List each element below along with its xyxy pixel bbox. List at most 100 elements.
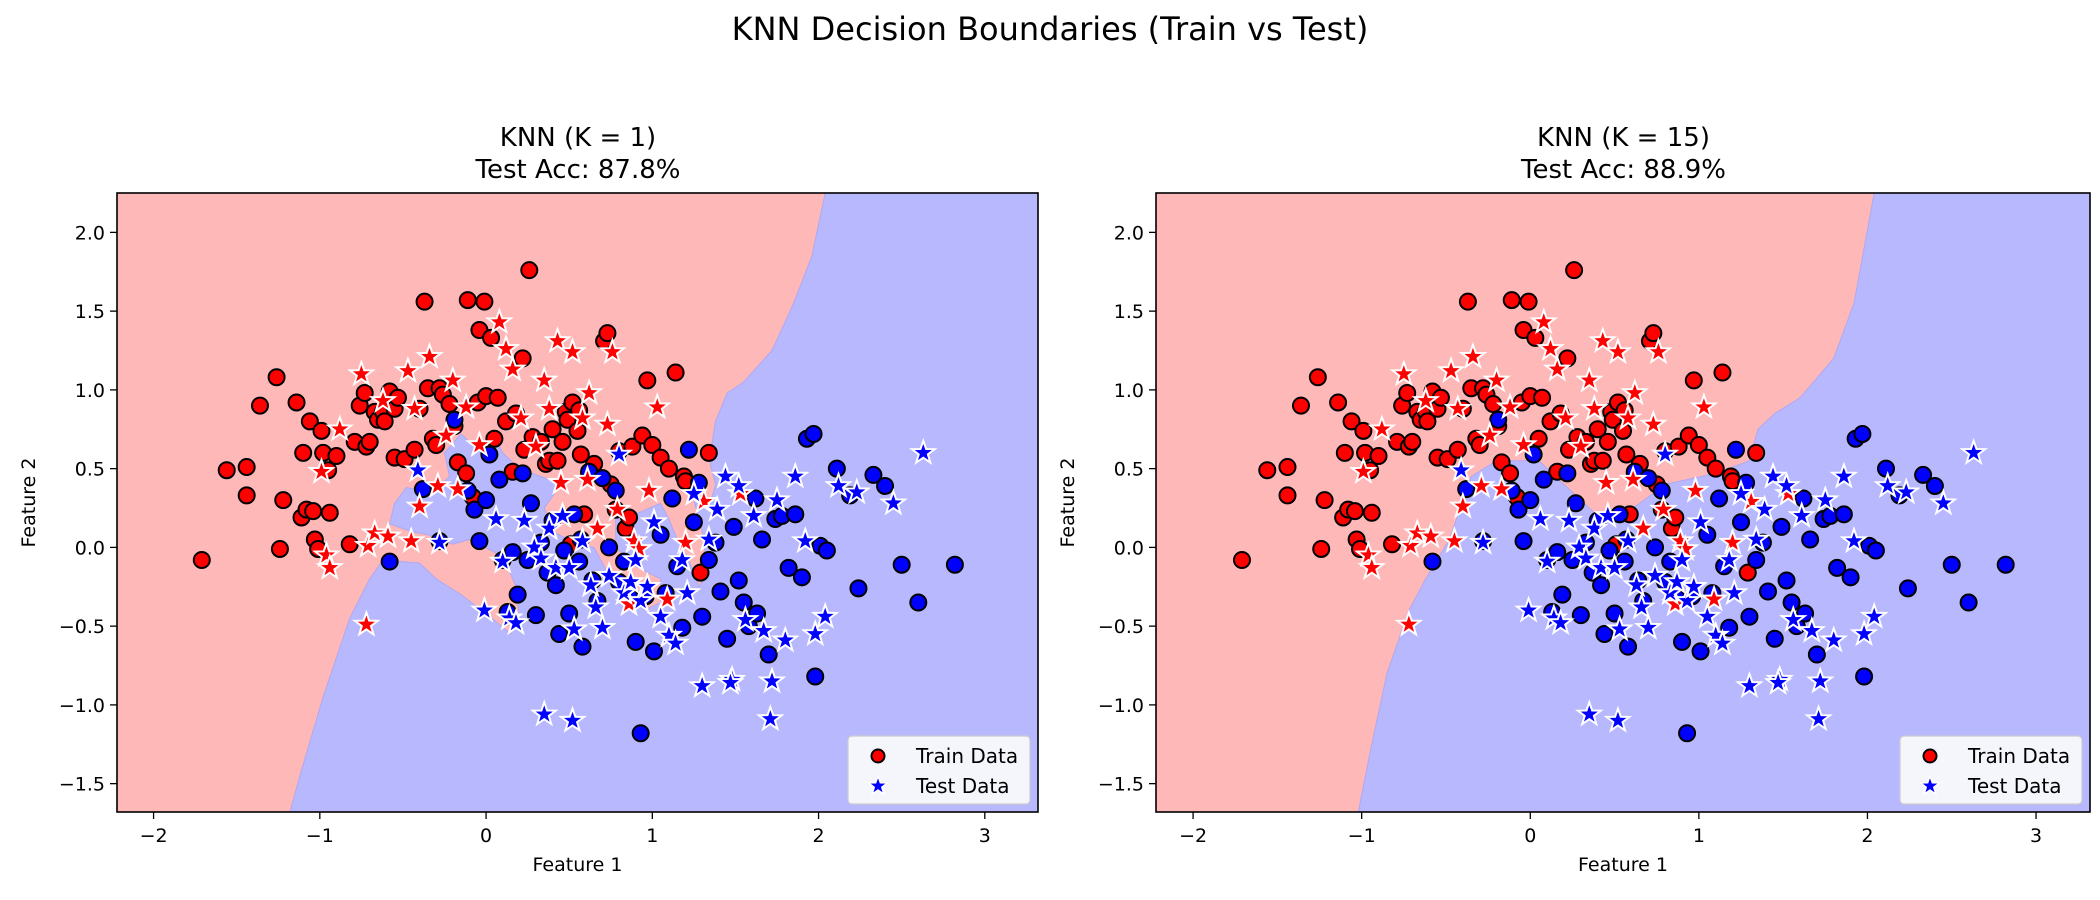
test-point-class1 xyxy=(1446,455,1476,483)
test-point-class1 xyxy=(633,571,662,599)
x-tick-label: −1 xyxy=(1348,825,1376,847)
x-axis-label: Feature 1 xyxy=(533,854,623,876)
train-point-class1 xyxy=(600,538,619,557)
train-point-class1 xyxy=(1758,582,1777,601)
test-point-class0 xyxy=(1482,365,1511,393)
train-point-class0 xyxy=(1383,535,1402,554)
test-point-class1 xyxy=(1603,705,1633,733)
train-point-class0 xyxy=(1278,458,1297,477)
test-point-class1 xyxy=(879,488,908,516)
test-point-class1 xyxy=(687,670,717,699)
y-tick-label: 1.5 xyxy=(1114,301,1144,323)
y-tick-label: 2.0 xyxy=(75,222,105,244)
train-point-class1 xyxy=(465,500,484,519)
x-axis-label: Feature 1 xyxy=(1578,854,1668,876)
y-tick-label: 1.5 xyxy=(75,301,105,323)
train-point-class0 xyxy=(1278,486,1297,505)
train-point-class1 xyxy=(508,585,527,604)
train-point-class1 xyxy=(1747,550,1766,569)
train-point-class1 xyxy=(909,593,928,612)
test-point-class1 xyxy=(1640,560,1670,588)
train-point-class0 xyxy=(1258,461,1277,480)
train-point-class1 xyxy=(1673,632,1692,651)
test-point-class0 xyxy=(1671,533,1700,562)
train-point-class0 xyxy=(327,447,346,466)
test-point-class0 xyxy=(1396,530,1425,558)
train-point-class1 xyxy=(1710,489,1729,508)
test-point-class1 xyxy=(1787,500,1817,529)
test-point-class1 xyxy=(800,618,830,647)
test-point-class1 xyxy=(1714,544,1744,573)
y-tick-label: −1.0 xyxy=(59,695,105,717)
test-point-class0 xyxy=(1628,513,1658,541)
test-point-class0 xyxy=(1542,354,1572,382)
train-point-class0 xyxy=(1362,503,1381,522)
test-point-class0 xyxy=(1699,584,1729,612)
train-point-class0 xyxy=(543,420,562,439)
test-point-class1 xyxy=(529,699,559,727)
test-point-class0 xyxy=(534,393,564,421)
test-point-class0 xyxy=(1574,365,1604,393)
train-point-class0 xyxy=(638,371,657,390)
train-point-class0 xyxy=(666,363,685,382)
test-point-class1 xyxy=(559,614,589,642)
test-point-class0 xyxy=(373,521,403,549)
test-point-class1 xyxy=(1532,546,1562,574)
test-point-class0 xyxy=(1566,431,1596,459)
test-point-class0 xyxy=(485,307,514,335)
train-point-class1 xyxy=(876,476,895,495)
test-point-class1 xyxy=(1546,607,1575,636)
x-tick-label: 1 xyxy=(646,825,658,847)
train-point-class0 xyxy=(274,491,293,510)
test-point-class0 xyxy=(603,494,632,522)
train-point-class1 xyxy=(1996,555,2015,574)
panel-1-title-line1: KNN (K = 1) xyxy=(499,123,657,153)
test-point-class1 xyxy=(519,532,549,560)
train-point-class1 xyxy=(1772,517,1791,536)
train-point-class0 xyxy=(270,539,289,558)
train-point-class0 xyxy=(1354,421,1373,440)
train-point-class1 xyxy=(550,625,569,644)
train-point-class1 xyxy=(1828,558,1847,577)
test-point-class0 xyxy=(347,359,376,387)
train-point-class0 xyxy=(548,451,567,470)
test-point-class0 xyxy=(1620,377,1650,406)
test-point-class0 xyxy=(498,354,527,382)
test-point-class1 xyxy=(1778,604,1808,633)
train-point-class1 xyxy=(1866,541,1885,560)
test-point-class1 xyxy=(908,437,938,466)
test-point-class0 xyxy=(642,392,672,420)
test-point-class0 xyxy=(573,464,602,492)
test-point-class0 xyxy=(506,403,536,431)
test-point-class0 xyxy=(1436,355,1466,384)
test-point-class1 xyxy=(661,628,690,656)
test-point-class1 xyxy=(842,477,872,505)
test-point-class0 xyxy=(325,414,355,442)
train-point-class0 xyxy=(1526,328,1545,347)
panel-2-title-line2: Test Acc: 88.9% xyxy=(1520,155,1726,185)
test-point-class1 xyxy=(780,461,810,489)
train-point-class1 xyxy=(1558,464,1577,483)
train-point-class1 xyxy=(718,629,737,648)
train-point-class0 xyxy=(360,432,379,451)
legend-test-marker xyxy=(1918,773,1942,796)
train-point-class0 xyxy=(598,324,617,343)
test-point-class1 xyxy=(1726,478,1756,507)
train-point-class1 xyxy=(1509,500,1528,519)
train-point-class1 xyxy=(786,505,805,524)
test-point-class1 xyxy=(762,485,792,513)
test-point-class1 xyxy=(1554,505,1584,533)
test-point-class0 xyxy=(568,403,597,431)
test-point-class1 xyxy=(1772,470,1801,499)
test-point-class0 xyxy=(1440,526,1469,554)
test-point-class1 xyxy=(588,612,617,640)
train-point-class1 xyxy=(1521,491,1540,510)
legend-train-label: Train Data xyxy=(915,744,1018,768)
test-point-class1 xyxy=(757,666,787,694)
test-point-class1 xyxy=(716,667,745,696)
test-point-class1 xyxy=(1564,532,1594,560)
train-point-class1 xyxy=(546,576,565,595)
train-point-class0 xyxy=(1689,436,1708,455)
panel-2-frame xyxy=(1155,192,2091,813)
